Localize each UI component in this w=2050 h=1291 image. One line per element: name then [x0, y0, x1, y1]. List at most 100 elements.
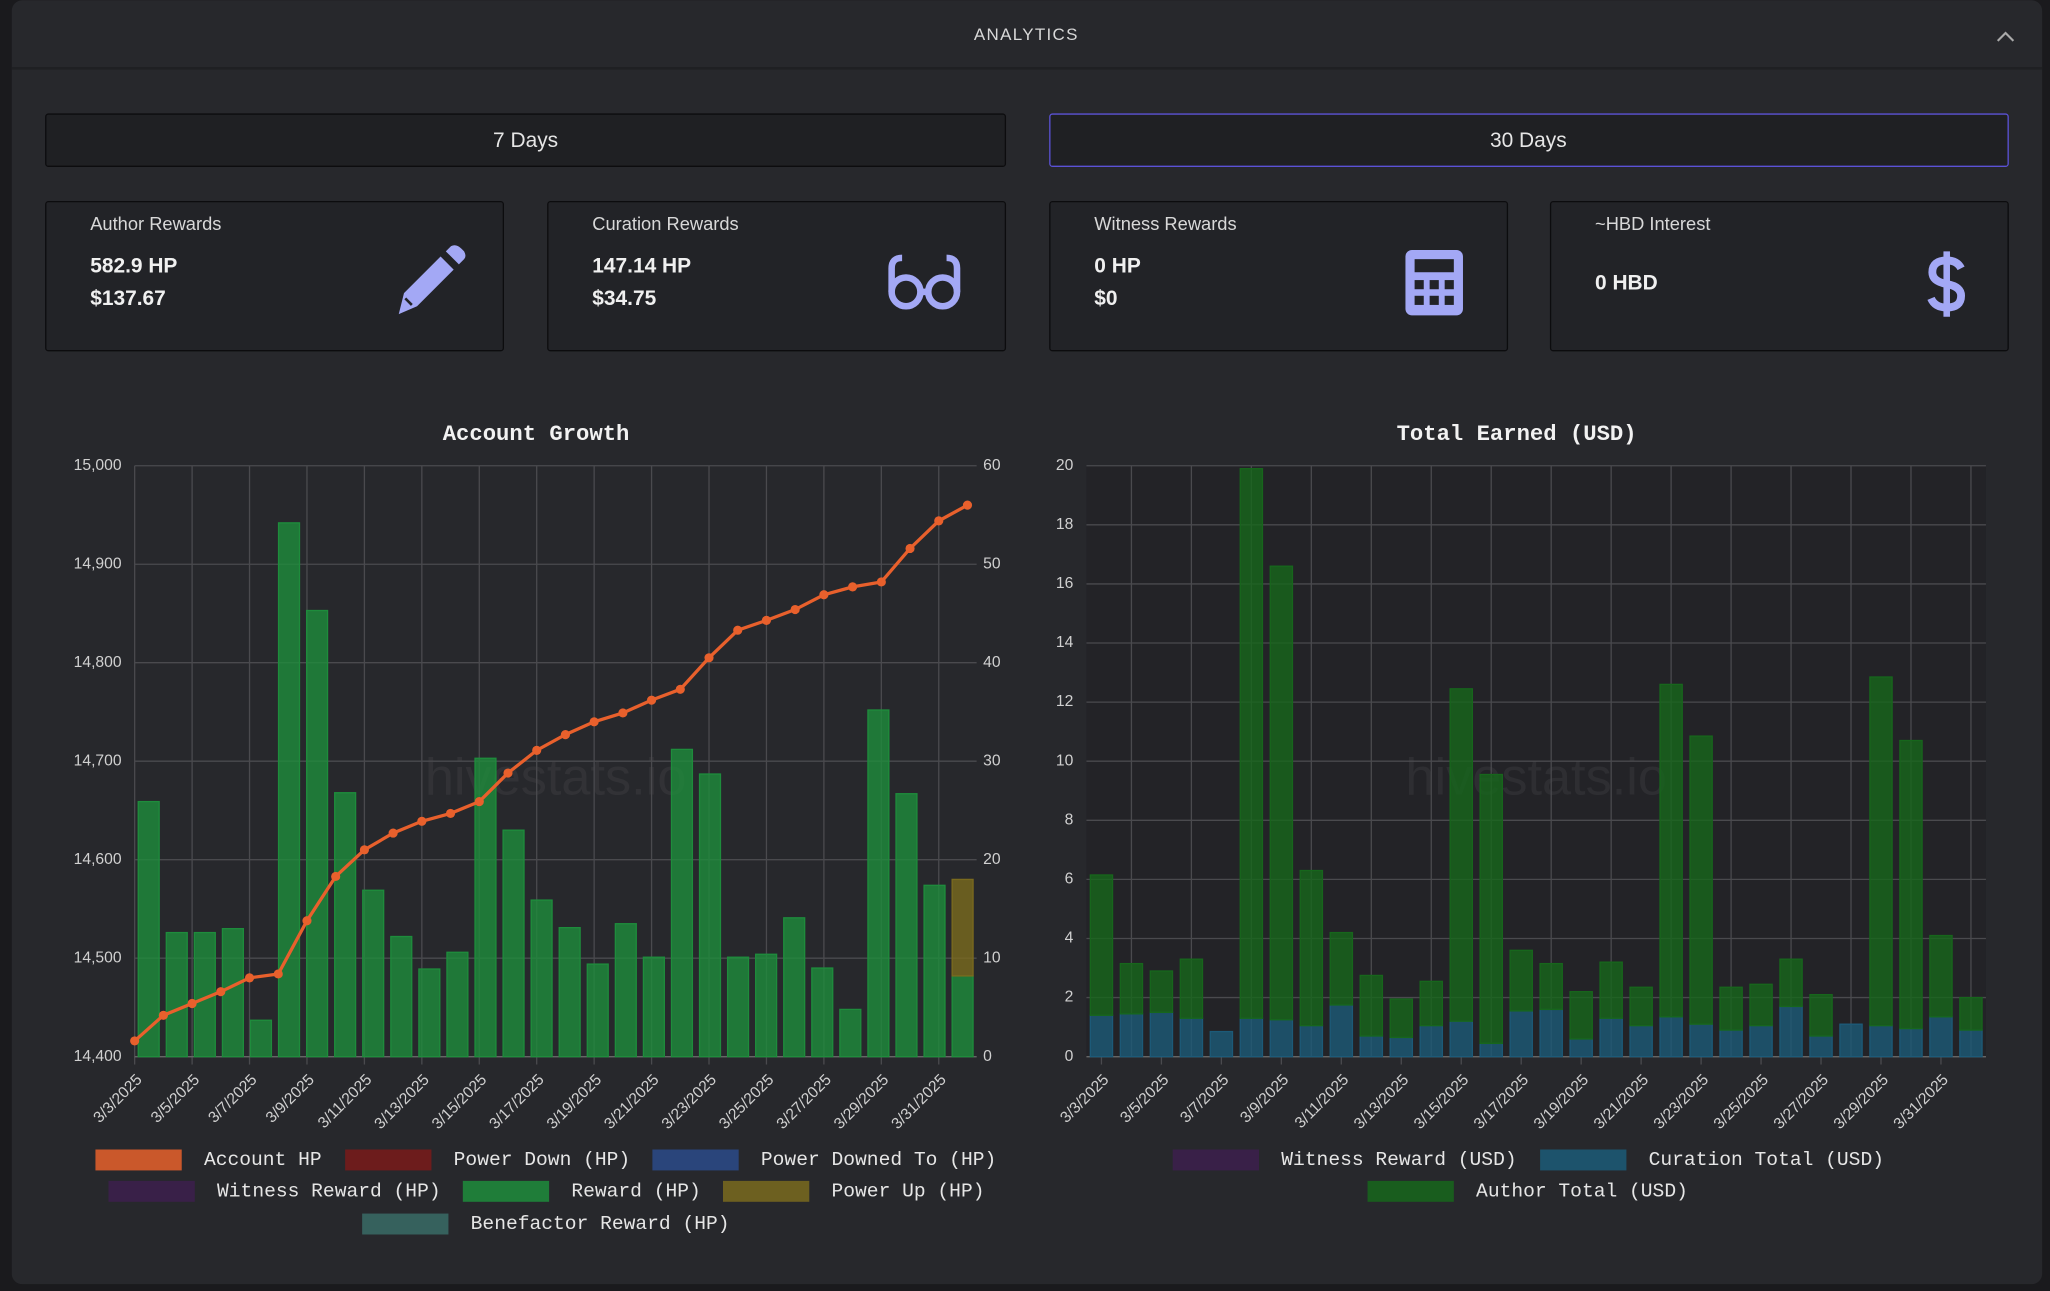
- point: [417, 816, 427, 826]
- bar: [1779, 1005, 1803, 1058]
- bar: [1749, 1024, 1773, 1058]
- dollar-icon: [1927, 251, 1966, 317]
- card-value: $0: [1094, 287, 1117, 310]
- bar: [165, 931, 188, 1058]
- bar: [1719, 986, 1743, 1031]
- bar: [1329, 931, 1354, 1006]
- bar: [1779, 958, 1803, 1008]
- point: [273, 969, 283, 979]
- y-tick-label: 4: [1065, 930, 1074, 947]
- bar: [1479, 773, 1503, 1045]
- button-30-days[interactable]: 30 Days: [1049, 113, 2009, 167]
- bar: [530, 899, 553, 1058]
- card-value: 0 HBD: [1595, 272, 1658, 295]
- bar: [1089, 1014, 1114, 1058]
- y-tick-label: 16: [1056, 575, 1074, 592]
- bar: [1809, 993, 1833, 1037]
- bar: [1179, 1017, 1204, 1058]
- bar: [783, 917, 806, 1058]
- card-value: 0 HP: [1094, 255, 1141, 278]
- line: [133, 503, 969, 1043]
- point: [560, 730, 571, 740]
- legend-label: Witness Reward (HP): [217, 1181, 441, 1203]
- button-box[interactable]: [45, 113, 1007, 167]
- button-label[interactable]: 30 Days: [1490, 129, 1567, 152]
- legend-swatch: [345, 1149, 432, 1171]
- legend-label: Power Downed To (HP): [761, 1149, 996, 1171]
- chart-title: Total Earned (USD): [1397, 422, 1637, 447]
- stat-card: [1049, 200, 1509, 352]
- point: [130, 1036, 140, 1046]
- point: [675, 684, 685, 694]
- point: [733, 625, 743, 635]
- legend-swatch: [1367, 1180, 1454, 1202]
- bar: [923, 884, 946, 1058]
- bar: [1389, 998, 1414, 1039]
- stat-card: [45, 200, 505, 352]
- legend-swatch: [108, 1180, 195, 1202]
- bar: [1119, 962, 1144, 1015]
- legend-swatch: [95, 1149, 182, 1171]
- bar: [502, 829, 525, 1058]
- legend-label: Benefactor Reward (HP): [471, 1213, 730, 1235]
- bar: [1269, 1019, 1294, 1058]
- point: [302, 916, 312, 926]
- bar: [586, 963, 609, 1058]
- bar: [249, 1019, 273, 1058]
- card-label: ~HBD Interest: [1595, 213, 1710, 234]
- legend-label: Author Total (USD): [1476, 1181, 1688, 1203]
- watermark: hivestats.io: [1405, 749, 1667, 807]
- bar: [1359, 974, 1384, 1037]
- bar: [1689, 1023, 1713, 1058]
- y-tick-label: 14,400: [74, 1048, 122, 1065]
- icons: [398, 245, 1966, 317]
- point: [503, 768, 513, 778]
- bar: [1239, 1017, 1264, 1058]
- bar: [1539, 1008, 1563, 1058]
- legend-swatch: [462, 1180, 550, 1202]
- panel-title: ANALYTICS: [974, 25, 1079, 44]
- bar: [1569, 1038, 1593, 1058]
- point: [187, 998, 197, 1009]
- y-tick-label: 8: [1065, 811, 1074, 828]
- bar: [839, 1008, 862, 1058]
- calculator-icon: [1405, 250, 1463, 316]
- y-tick-label: 6: [1065, 871, 1074, 888]
- bar: [951, 878, 974, 977]
- y-tick-label: 10: [1056, 752, 1074, 769]
- bar: [362, 889, 385, 1058]
- legend-swatch: [722, 1180, 810, 1202]
- bar: [1419, 1024, 1444, 1058]
- legend-swatch: [652, 1149, 739, 1171]
- point: [905, 543, 915, 554]
- y-tick-label: 15,000: [74, 457, 122, 474]
- bar: [1899, 739, 1923, 1030]
- bar: [1899, 1027, 1923, 1058]
- point: [848, 582, 858, 592]
- point: [445, 808, 456, 818]
- button-7-days[interactable]: 7 Days: [45, 113, 1007, 167]
- bar: [390, 935, 413, 1058]
- bar: [1959, 1029, 1983, 1058]
- bar: [1479, 1042, 1503, 1058]
- point: [532, 745, 542, 755]
- button-label[interactable]: 7 Days: [493, 129, 558, 152]
- bar: [867, 709, 890, 1058]
- y-tick-label: 2: [1065, 989, 1074, 1006]
- y-tick-label: 14,500: [74, 949, 122, 966]
- legend-label: Reward (HP): [571, 1181, 700, 1203]
- collapse-caret[interactable]: [1996, 31, 2015, 42]
- bar: [1149, 1011, 1174, 1058]
- bar: [726, 956, 750, 1058]
- bar: [698, 773, 722, 1058]
- button-box[interactable]: [1049, 113, 2009, 167]
- bar: [1449, 1020, 1474, 1058]
- y-tick-label: 12: [1056, 693, 1073, 710]
- y2-tick-label: 10: [983, 949, 1001, 966]
- card-value: 582.9 HP: [90, 255, 177, 278]
- watermark: hivestats.io: [425, 749, 687, 807]
- bar: [334, 792, 357, 1058]
- bar: [1569, 991, 1593, 1040]
- point: [158, 1010, 168, 1020]
